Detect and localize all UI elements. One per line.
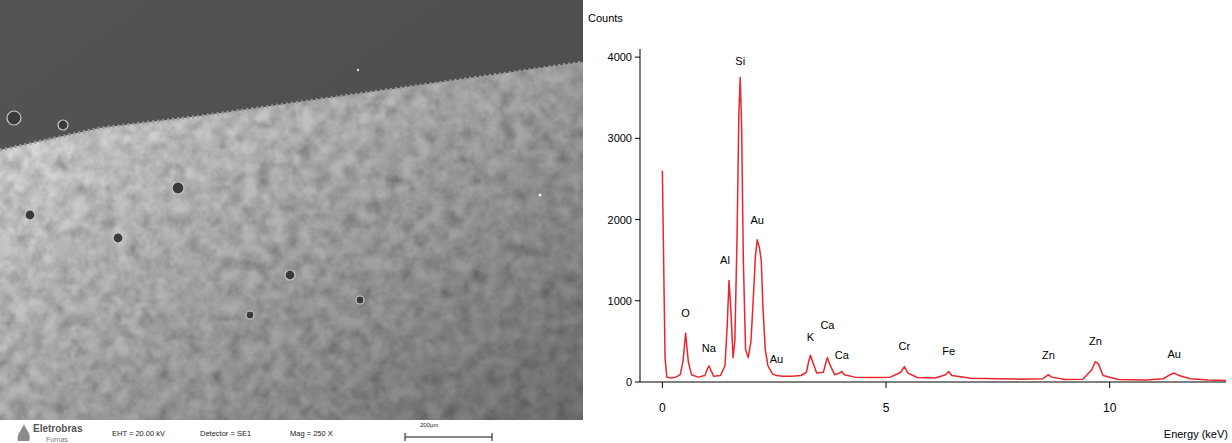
x-tick [1109,382,1110,388]
y-axis-title: Counts [588,12,623,24]
peak-label: Au [750,214,763,226]
peak-label: Al [720,254,730,266]
pore [7,111,21,125]
peak-label: Si [735,55,745,67]
peak-label: Na [702,342,717,354]
pore [172,182,184,194]
peak-label: Cr [899,340,911,352]
x-tick [886,382,887,388]
x-axis-title: Energy (keV) [1164,428,1228,440]
edge [0,62,583,150]
spectrum-chart: 0 1000 2000 3000 4000 0 5 10 Counts Energy (keV) O… [588,12,1228,440]
y-axis [640,49,641,382]
logo-sub: Furnas [46,436,68,443]
y-tick-label: 1000 [608,295,632,307]
logo: Eletrobras [33,423,83,434]
pore [356,296,364,304]
x-tick [662,382,663,388]
peak-label: Au [1167,348,1180,360]
info-bg [0,420,583,443]
peak-label: Ca [820,319,835,331]
x-tick-label: 0 [659,401,666,415]
peak-label: Fe [942,345,955,357]
peak-label: O [681,307,690,319]
micrograph [0,0,583,420]
y-tick-label: 4000 [608,51,632,63]
x-axis [640,382,1226,383]
eht: EHT = 20.00 kV [112,429,165,438]
pore [246,311,254,319]
y-tick-label: 0 [626,376,632,388]
scale-bar [405,437,492,438]
texture [0,0,583,420]
y-tick-label: 2000 [608,214,632,226]
peak-label: Ca [835,349,850,361]
peak-label: Au [770,353,783,365]
scale-end [492,433,493,441]
speck [357,69,359,71]
detector: Detector = SE1 [200,429,251,438]
shade [0,0,583,420]
y-tick [635,138,640,139]
y-tick [635,300,640,301]
pore [113,233,123,243]
plot-area [662,77,1226,380]
y-tick [635,57,640,58]
peak-label: Zn [1042,349,1055,361]
magnification: Mag = 250 X [290,429,333,438]
y-tick-label: 3000 [608,132,632,144]
pore [58,120,68,130]
y-tick [635,382,640,383]
x-tick-label: 5 [883,401,890,415]
peak-label: K [807,331,815,343]
smooth-region [0,0,583,420]
speck [538,193,541,196]
y-tick [635,219,640,220]
scale-label: 200µm [420,422,438,428]
info-bar: Eletrobras Furnas EHT = 20.00 kV Detector =… [0,420,583,443]
spectrum-line [662,77,1226,380]
peak-label: Zn [1089,335,1102,347]
x-tick-label: 10 [1103,401,1117,415]
pore [25,210,35,220]
pore [285,270,295,280]
scale-end [405,433,406,441]
logo-icon [18,424,30,441]
rough-region [0,0,583,420]
